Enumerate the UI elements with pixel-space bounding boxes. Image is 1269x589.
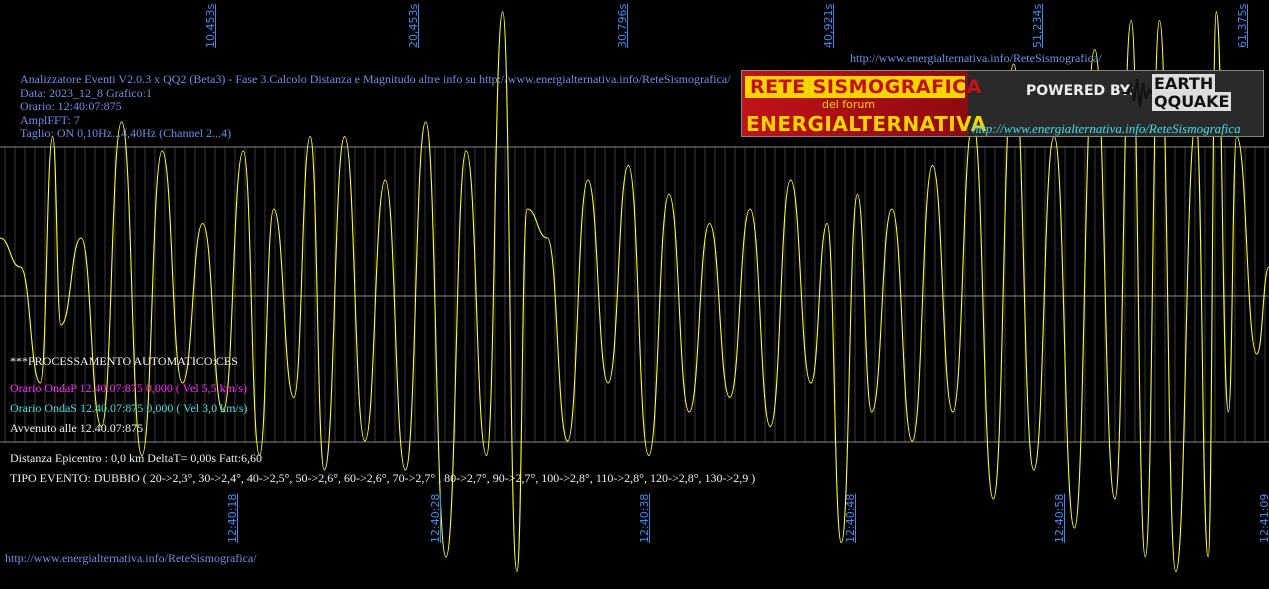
- rete-sismografica-banner[interactable]: RETE SISMOGRAFICA del forum ENERGIALTERN…: [741, 70, 1264, 137]
- top-tick-label: 51,234s: [1030, 3, 1044, 48]
- top-tick-label: 61,375s: [1236, 3, 1250, 48]
- info-line-date: Data: 2023_12_8 Grafico:1: [20, 85, 152, 100]
- info-line-amplfft: AmplFFT: 7: [20, 112, 80, 127]
- banner-logo-earth: EARTH: [1152, 74, 1216, 93]
- processing-title: ***PROCESSAMENTO AUTOMATICO:CES: [10, 354, 238, 368]
- bottom-tick-label: 12:40:28: [428, 493, 442, 543]
- event-time: Avvenuto alle 12.40.07:875: [10, 421, 144, 435]
- top-tick-label: 30,796s: [616, 3, 630, 48]
- info-line-filter: Taglio: ON 0,10Hz...4,40Hz (Channel 2...…: [20, 126, 232, 140]
- vertical-grid: [4, 147, 1266, 442]
- banner-powered-by: POWERED BY:: [1026, 83, 1135, 99]
- onda-s-time: Orario OndaS 12.40.07:875 0,000 ( Vel 3,…: [10, 401, 248, 415]
- bottom-tick-label: 12:40:18: [225, 493, 239, 543]
- bottom-tick-label: 12:40:38: [638, 493, 652, 543]
- banner-title-rete: RETE SISMOGRAFICA: [750, 76, 982, 98]
- top-tick-label: 10,453s: [203, 3, 217, 48]
- earthquake-wave-icon: [1122, 78, 1162, 108]
- top-url-link[interactable]: http://www.energialternativa.info/ReteSi…: [850, 51, 1102, 65]
- banner-logo-qquake: QQUAKE: [1152, 92, 1232, 111]
- bottom-tick-label: 12:41:09: [1258, 493, 1269, 543]
- banner-yellow-strip: [745, 76, 965, 98]
- banner-title-forum: del forum: [822, 98, 876, 111]
- info-block: Analizzatore Eventi V2.0.3 x QQ2 (Beta3)…: [20, 72, 731, 141]
- bottom-tick-label: 12:40:58: [1052, 493, 1066, 543]
- top-tick-label: 40,921s: [821, 3, 835, 48]
- top-tick-label: 20,453s: [406, 3, 420, 48]
- banner-title-energialternativa: ENERGIALTERNATIVA: [746, 112, 987, 136]
- info-line-time: Orario: 12:40:07:875: [20, 99, 122, 113]
- bottom-tick-label: 12:40:48: [843, 493, 857, 543]
- epicenter-distance: Distanza Epicentro : 0,0 km DeltaT= 0,00…: [10, 451, 263, 465]
- info-line-title: Analizzatore Eventi V2.0.3 x QQ2 (Beta3)…: [20, 72, 731, 86]
- bottom-url-link[interactable]: http://www.energialternativa.info/ReteSi…: [5, 551, 257, 565]
- banner-url[interactable]: http://www.energialternativa.info/ReteSi…: [972, 121, 1241, 136]
- event-type: TIPO EVENTO: DUBBIO ( 20->2,3°, 30->2,4°…: [10, 471, 756, 485]
- onda-p-time: Orario OndaP 12.40.07:875 0,000 ( Vel 5,…: [10, 381, 247, 395]
